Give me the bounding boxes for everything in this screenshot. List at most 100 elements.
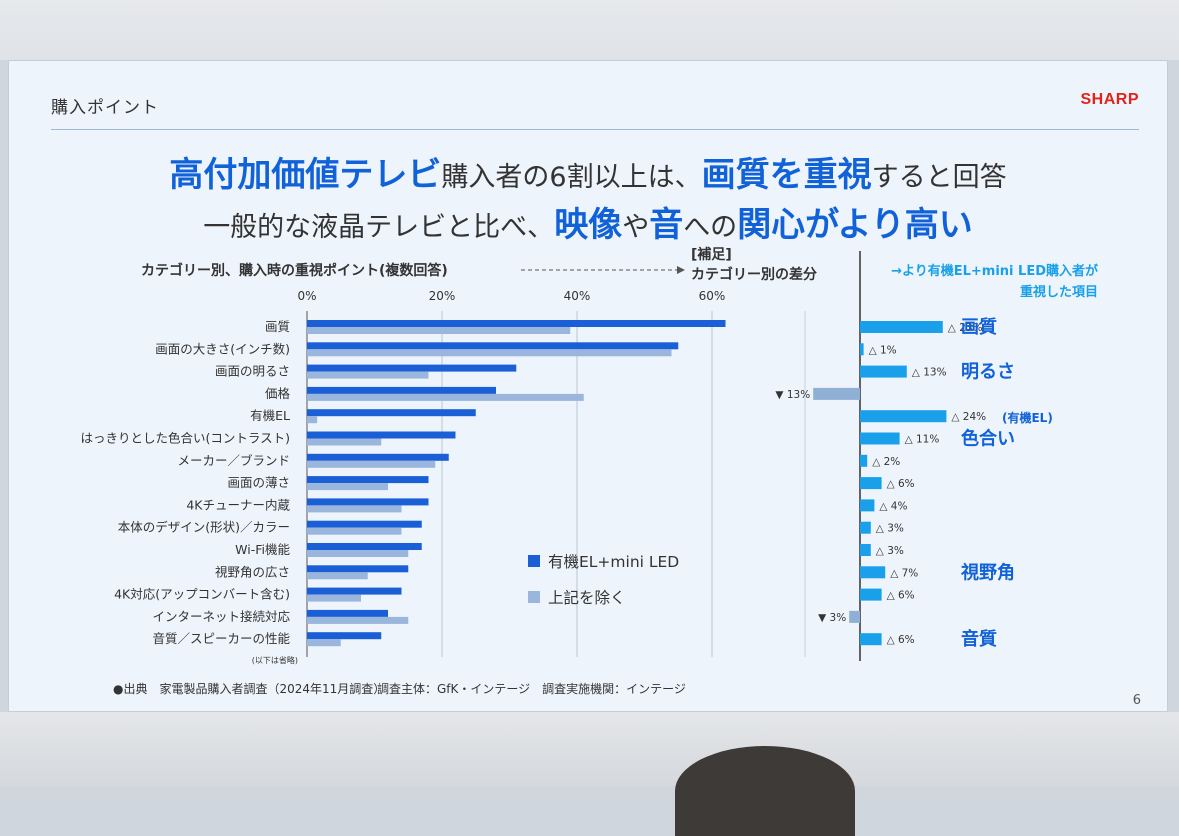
headline-text: や [622, 212, 650, 243]
category-label: 視野角の広さ [215, 564, 290, 579]
diff-callout: 明るさ [961, 362, 1015, 383]
diff-bar [860, 477, 882, 490]
category-label: Wi-Fi機能 [235, 542, 290, 557]
diff-bar [860, 499, 875, 512]
category-label: 4Kチューナー内蔵 [186, 497, 290, 512]
diff-bar [849, 610, 860, 623]
bar-series-2 [307, 639, 341, 647]
diff-callout: 色合い [961, 428, 1015, 450]
category-label: インターネット接続対応 [152, 609, 290, 624]
diff-value-label: △ 23% [948, 322, 983, 334]
bar-series-1 [307, 342, 679, 350]
diff-bar [860, 410, 947, 423]
audience-head [675, 746, 855, 836]
bar-series-2 [307, 616, 409, 624]
headline-line-1: 高付加価値テレビ購入者の6割以上は、画質を重視すると回答 [9, 147, 1167, 196]
headline-emphasis: 関心がより高い [737, 205, 973, 245]
diff-value-label: ▼ 13% [775, 389, 810, 401]
bar-series-1 [307, 609, 388, 617]
headline-text: 購入者の6割以上は、 [441, 162, 702, 193]
headline-emphasis: 音 [649, 205, 684, 245]
diff-bar [860, 454, 868, 467]
headline-emphasis: 高付加価値テレビ [169, 155, 442, 195]
bar-series-1 [307, 364, 517, 372]
diff-bar [860, 544, 871, 556]
diff-value-label: △ 1% [869, 344, 897, 356]
legend-label: 有機EL+mini LED [548, 553, 679, 571]
x-tick-label: 40% [564, 289, 591, 303]
page-number: 6 [1132, 693, 1141, 708]
bar-series-2 [307, 572, 368, 580]
category-label: はっきりとした色合い(コントラスト) [80, 431, 290, 446]
diff-value-label: △ 7% [890, 567, 918, 579]
bar-series-1 [307, 498, 429, 506]
diff-bar [860, 566, 886, 579]
category-label: 音質／スピーカーの性能 [152, 631, 290, 646]
bar-series-1 [307, 632, 382, 640]
x-tick-label: 60% [699, 289, 726, 303]
diff-value-label: △ 11% [905, 434, 940, 446]
legend-label: 上記を除く [548, 589, 626, 607]
diff-bar [860, 521, 871, 534]
category-label: メーカー／ブランド [177, 453, 290, 468]
category-label: 画面の大きさ(インチ数) [155, 341, 290, 356]
diff-bar [860, 343, 864, 356]
bar-series-1 [307, 476, 429, 484]
brand-logo: SHARP [1080, 91, 1139, 108]
headline-text: への [683, 212, 738, 243]
survey-note: 調査主体：GfK・インテージ 調査実施機関：インテージ [377, 682, 686, 696]
bar-series-2 [307, 438, 382, 446]
bar-series-1 [307, 409, 476, 417]
bar-series-1 [307, 565, 409, 573]
headline-line-2: 一般的な液晶テレビと比べ、映像や音への関心がより高い [9, 197, 1167, 246]
x-tick-label: 20% [429, 289, 456, 303]
headline-emphasis: 画質を重視 [701, 155, 872, 195]
bar-series-1 [307, 320, 726, 327]
category-label: 4K対応(アップコンバート含む) [114, 587, 290, 602]
bar-series-1 [307, 543, 422, 550]
bar-series-2 [307, 371, 429, 379]
diff-bar [860, 365, 907, 378]
category-label: 画面の明るさ [215, 364, 290, 379]
bar-series-2 [307, 327, 571, 334]
legend-swatch [528, 591, 540, 603]
bar-series-2 [307, 393, 584, 401]
diff-value-label: △ 24% [951, 411, 986, 423]
bar-series-1 [307, 453, 449, 461]
diff-bar [860, 588, 882, 601]
title-divider [51, 129, 1139, 130]
arrow-head [677, 266, 685, 274]
diff-value-label: △ 6% [887, 634, 915, 646]
diff-value-label: △ 2% [872, 456, 900, 468]
bar-series-2 [307, 594, 361, 602]
diff-bar [860, 432, 900, 445]
diff-value-label: ▼ 3% [818, 612, 846, 624]
section-title: 購入ポイント [51, 98, 159, 118]
bar-series-2 [307, 416, 318, 424]
diff-value-label: △ 4% [879, 500, 907, 512]
chart-title: カテゴリー別、購入時の重視ポイント(複数回答) [141, 262, 448, 279]
headline-text: すると回答 [871, 162, 1007, 193]
diff-bar [860, 321, 943, 333]
diff-callout: 画質 [961, 316, 997, 338]
diff-callout: 視野角 [960, 561, 1015, 583]
background-floor [0, 712, 1179, 786]
omitted-note: (以下は省略) [252, 655, 298, 665]
category-label: 画面の薄さ [227, 475, 290, 490]
background-wall [0, 0, 1179, 60]
diff-bar [860, 633, 882, 646]
category-label: 画質 [265, 319, 290, 334]
headline-emphasis: 映像 [554, 205, 623, 245]
diff-callout: 音質 [961, 628, 997, 650]
bar-series-1 [307, 386, 496, 394]
source-note: ●出典 家電製品購入者調査（2024年11月調査） [113, 682, 386, 696]
presentation-slide: 購入ポイント SHARP 高付加価値テレビ購入者の6割以上は、画質を重視すると回… [8, 60, 1168, 712]
bar-series-2 [307, 505, 402, 513]
diff-value-label: △ 6% [887, 590, 915, 602]
bar-series-1 [307, 431, 456, 439]
bar-series-2 [307, 550, 409, 557]
bar-series-2 [307, 483, 388, 491]
legend-swatch [528, 555, 540, 567]
category-label: 価格 [265, 386, 291, 401]
bar-series-1 [307, 587, 402, 595]
